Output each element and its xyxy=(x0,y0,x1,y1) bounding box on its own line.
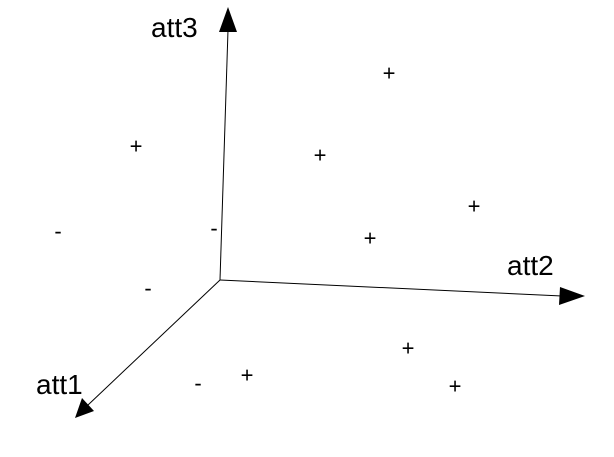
positive-point: + xyxy=(314,143,327,168)
att2-axis-label: att2 xyxy=(507,250,554,281)
att3-axis-arrowhead xyxy=(219,7,237,32)
positive-point: + xyxy=(383,61,396,86)
positive-point: + xyxy=(468,194,481,219)
att3-axis-line xyxy=(219,29,229,281)
negative-point: - xyxy=(144,276,151,301)
negative-point: - xyxy=(54,219,61,244)
positive-point: + xyxy=(130,134,143,159)
positive-point: + xyxy=(402,336,415,361)
positive-point: + xyxy=(241,363,254,388)
att2-axis-line xyxy=(219,279,563,297)
negative-point: - xyxy=(210,216,217,241)
att3-axis-label: att3 xyxy=(151,12,198,43)
att1-axis-arrowhead xyxy=(75,398,94,418)
negative-point: - xyxy=(194,371,201,396)
positive-point: + xyxy=(449,374,462,399)
positive-point: + xyxy=(364,226,377,251)
att2-axis-arrowhead xyxy=(559,287,585,305)
att1-axis-line xyxy=(87,279,221,406)
att1-axis-label: att1 xyxy=(36,369,83,400)
